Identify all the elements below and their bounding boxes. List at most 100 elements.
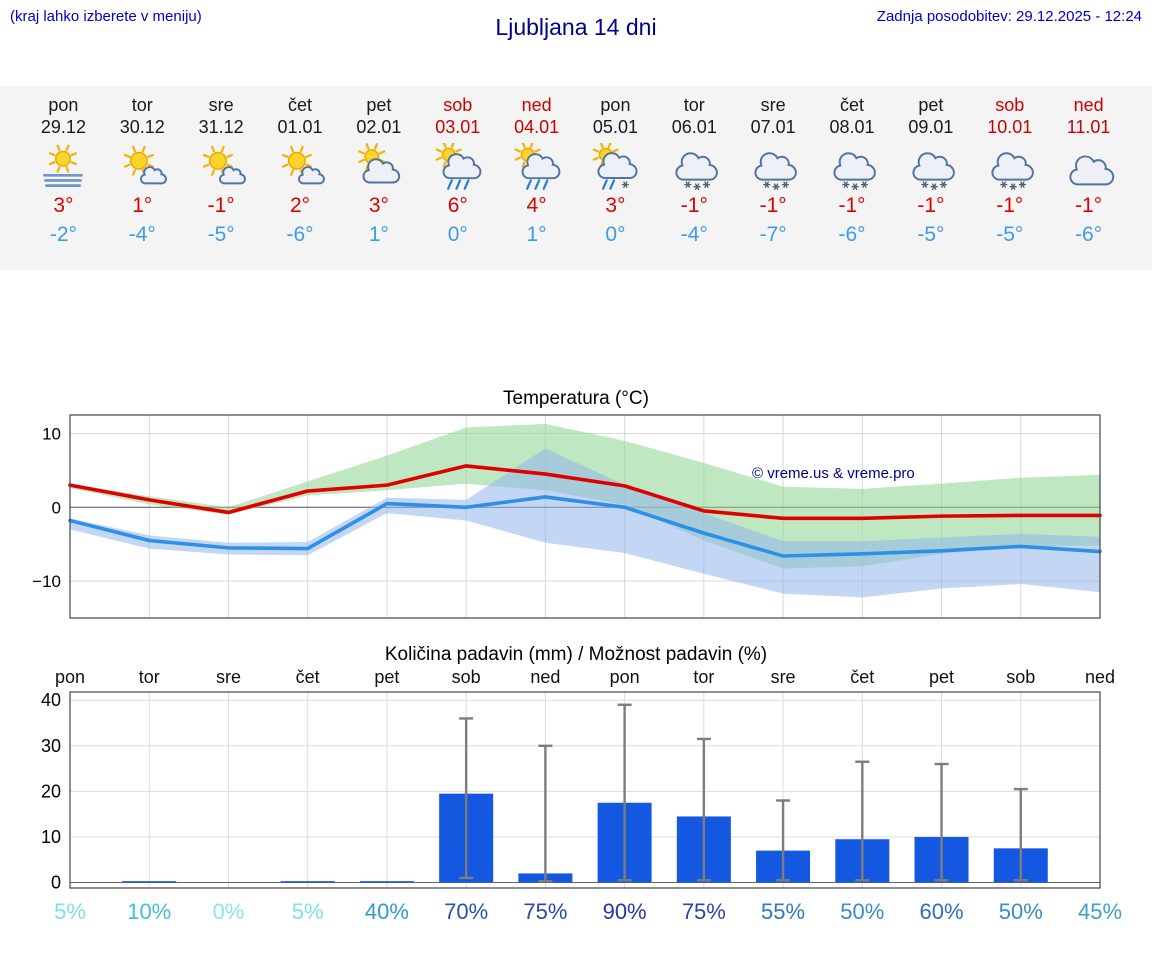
day-name: sob xyxy=(995,95,1025,115)
temperature-chart-title: Temperatura (°C) xyxy=(503,388,649,409)
temp-low: -4° xyxy=(680,223,708,246)
temp-low: -7° xyxy=(759,223,787,246)
temp-high: -1° xyxy=(207,194,235,217)
precip-percent-label: 5% xyxy=(292,899,324,924)
day-date: 29.12 xyxy=(40,117,86,137)
temp-high: 2° xyxy=(289,194,311,217)
forecast-day: sre 07.01 -1° -7° xyxy=(734,86,813,270)
precip-percent-label: 5% xyxy=(54,899,86,924)
snow-icon xyxy=(754,152,798,191)
forecast-day: sob 10.01 -1° -5° xyxy=(970,86,1049,270)
forecast-day: tor 30.12 1° -4° xyxy=(103,86,182,270)
forecast-day: pon 05.01 3° 0° xyxy=(576,86,655,270)
day-name: pet xyxy=(366,95,392,115)
day-date: 10.01 xyxy=(987,117,1033,137)
precip-percent-label: 50% xyxy=(840,899,884,924)
temp-high: -1° xyxy=(1075,194,1103,217)
temp-high: -1° xyxy=(996,194,1024,217)
temp-low: -6° xyxy=(838,223,866,246)
mostly-sunny-icon xyxy=(124,145,168,185)
max-temp-line xyxy=(68,464,1102,521)
precip-day-label: tor xyxy=(693,668,714,687)
precip-bar xyxy=(280,881,335,883)
snow-icon xyxy=(912,152,955,191)
snow-icon xyxy=(833,152,876,191)
temp-low: 0° xyxy=(447,223,468,246)
temperature-chart: −10 0 10 © vreme.us & vreme.pro xyxy=(32,414,1102,619)
precip-day-label: ned xyxy=(530,668,560,687)
precip-y-tick: 20 xyxy=(41,781,61,801)
precip-day-label: ned xyxy=(1085,668,1115,687)
precip-percent-label: 10% xyxy=(127,899,171,924)
temp-y-tick: 10 xyxy=(42,424,61,443)
temp-low: -5° xyxy=(207,223,235,246)
day-name: tor xyxy=(683,95,705,115)
forecast-day: čet 08.01 -1° -6° xyxy=(813,86,892,270)
temp-high: 3° xyxy=(605,194,626,217)
day-name: pon xyxy=(48,95,79,115)
precip-day-label: pon xyxy=(610,668,640,687)
day-date: 05.01 xyxy=(592,117,638,137)
precip-percent-label: 0% xyxy=(213,899,245,924)
day-name: ned xyxy=(1073,95,1104,115)
forecast-day: pon 29.12 3° -2° xyxy=(24,86,103,270)
temp-high: -1° xyxy=(917,194,945,217)
forecast-day: čet 01.01 2° -6° xyxy=(261,86,340,270)
precip-day-label: sre xyxy=(216,668,241,687)
precip-y-tick: 10 xyxy=(41,827,61,847)
precip-percent-label: 70% xyxy=(444,899,488,924)
precip-chart-title: Količina padavin (mm) / Možnost padavin … xyxy=(384,644,768,665)
forecast-day: ned 04.01 4° 1° xyxy=(497,86,576,270)
precip-percent-label: 90% xyxy=(603,899,647,924)
precip-percent-label: 75% xyxy=(523,899,567,924)
snow-icon xyxy=(675,152,719,191)
precip-y-tick: 40 xyxy=(41,690,61,710)
day-name: ned xyxy=(521,95,552,115)
day-date: 06.01 xyxy=(671,117,717,137)
watermark: © vreme.us & vreme.pro xyxy=(752,465,915,482)
forecast-day: tor 06.01 -1° -4° xyxy=(655,86,734,270)
mostly-sunny-icon xyxy=(281,145,325,185)
temp-high: 6° xyxy=(447,194,468,217)
rain-sun-icon xyxy=(514,143,560,190)
precip-day-label: pet xyxy=(929,668,954,687)
sun-fog-icon xyxy=(43,144,84,187)
temp-high: 3° xyxy=(53,194,74,217)
day-date: 04.01 xyxy=(514,117,560,137)
mostly-sunny-icon xyxy=(203,145,247,185)
sleet-icon xyxy=(593,143,638,190)
forecast-day: sre 31.12 -1° -5° xyxy=(182,86,261,270)
temp-high: -1° xyxy=(680,194,708,217)
precip-y-tick: 0 xyxy=(51,873,61,893)
temp-high: -1° xyxy=(838,194,866,217)
day-name: pon xyxy=(600,95,631,115)
day-date: 31.12 xyxy=(198,117,244,137)
min-range-band xyxy=(70,448,1100,598)
precip-percent-label: 60% xyxy=(920,899,964,924)
temp-y-tick: −10 xyxy=(32,572,61,591)
temp-low: -6° xyxy=(286,223,314,246)
day-date: 30.12 xyxy=(119,117,165,137)
forecast-day: sob 03.01 6° 0° xyxy=(418,86,497,270)
day-name: sre xyxy=(760,95,786,115)
temp-y-tick: 0 xyxy=(52,498,61,517)
temp-low: -6° xyxy=(1075,223,1103,246)
day-name: sre xyxy=(208,95,234,115)
day-name: pet xyxy=(918,95,944,115)
day-name: sob xyxy=(443,95,473,115)
forecast-strip: pon 29.12 3° -2° tor 30.12 1° -4° sre 31.12 -1° -5°… xyxy=(0,86,1152,270)
day-date: 11.01 xyxy=(1066,117,1111,137)
cloudy-icon xyxy=(1068,155,1114,186)
precip-bar xyxy=(122,881,177,883)
precip-day-label: pet xyxy=(374,668,399,687)
last-update: Zadnja posodobitev: 29.12.2025 - 12:24 xyxy=(876,8,1142,25)
day-name: čet xyxy=(288,95,313,115)
precip-day-label: čet xyxy=(296,668,320,687)
precip-day-label: pon xyxy=(55,668,85,687)
temp-low: 0° xyxy=(605,223,626,246)
day-date: 03.01 xyxy=(435,117,481,137)
precip-percent-label: 50% xyxy=(999,899,1043,924)
temp-low: -5° xyxy=(917,223,945,246)
temp-low: -2° xyxy=(49,223,77,246)
precip-day-label: sob xyxy=(1006,668,1035,687)
